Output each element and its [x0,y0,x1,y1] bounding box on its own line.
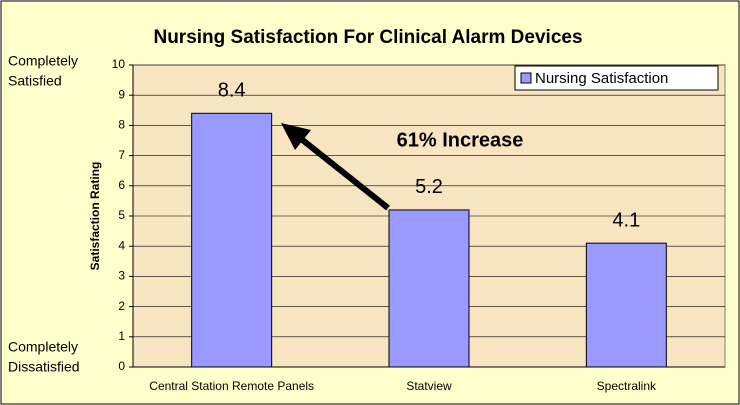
x-tick-label: Statview [406,379,452,393]
data-label: 8.4 [218,80,246,102]
bar [191,112,273,368]
bar [585,242,667,368]
y-tick-label: 8 [118,118,125,132]
y-tick-label: 9 [118,87,125,101]
y-tick-label: 5 [118,208,125,222]
y-end-label: Dissatisfied [8,359,80,375]
legend-label: Nursing Satisfaction [535,70,668,87]
y-tick-label: 10 [112,57,126,71]
x-tick-label: Spectralink [597,379,657,393]
y-axis-label: Satisfaction Rating [88,162,102,271]
y-tick-label: 7 [118,148,125,162]
data-label: 4.1 [612,209,640,231]
y-tick-label: 4 [118,238,125,252]
y-end-label: Completely [8,339,78,355]
y-end-label: Satisfied [8,73,62,89]
bar [388,209,470,368]
y-tick-label: 0 [118,359,125,373]
y-tick-label: 1 [118,329,125,343]
chart-title: Nursing Satisfaction For Clinical Alarm … [153,27,582,48]
x-tick-label: Central Station Remote Panels [149,379,314,393]
y-tick-label: 2 [118,299,125,313]
y-tick-label: 6 [118,178,125,192]
annotation-arrow [298,135,390,211]
legend-box [514,65,719,91]
legend-swatch [520,72,532,84]
annotation: 61% Increase [397,129,524,151]
y-tick-label: 3 [118,269,125,283]
annotation-arrowhead [281,123,311,150]
data-label: 5.2 [415,176,443,198]
y-end-label: Completely [8,53,78,69]
